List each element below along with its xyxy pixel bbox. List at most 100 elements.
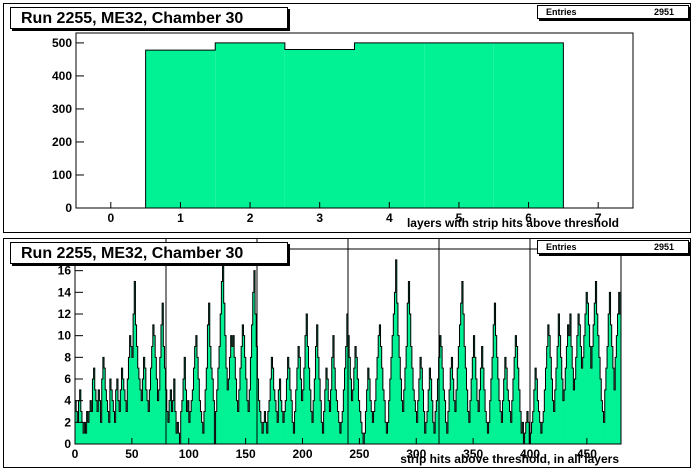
lower-bar	[104, 368, 106, 444]
lower-bar	[602, 411, 604, 444]
lower-bar	[464, 346, 466, 444]
lower-bar	[101, 379, 104, 444]
upper-y-tick-label: 500	[52, 36, 72, 50]
lower-bar	[220, 314, 222, 444]
lower-bar	[605, 368, 608, 444]
lower-bar	[115, 389, 118, 444]
lower-bar	[236, 400, 238, 444]
lower-bar	[275, 411, 278, 444]
lower-bar	[79, 389, 82, 444]
lower-bar	[502, 400, 504, 444]
lower-bar	[572, 368, 574, 444]
upper-x-tick-label: 0	[107, 211, 114, 225]
lower-bar	[208, 303, 211, 444]
lower-bar	[316, 324, 319, 444]
lower-axes-layer: 0 2 4 6 8 10 12 14 16 0 50 100 150 200 250 300 350 400 450	[58, 239, 622, 461]
lower-bar	[475, 379, 478, 444]
lower-bar	[440, 346, 443, 444]
upper-bar	[424, 42, 494, 209]
lower-bar	[567, 324, 570, 444]
lower-bar	[129, 335, 132, 444]
lower-bar	[381, 368, 384, 444]
lower-bar	[337, 411, 340, 444]
lower-bar	[272, 368, 274, 444]
lower-bar	[372, 422, 374, 444]
lower-bar	[156, 379, 158, 444]
upper-chart-title: Run 2255, ME32, Chamber 30	[10, 7, 288, 29]
lower-bar	[535, 368, 537, 444]
lower-bar	[569, 314, 572, 444]
lower-bar	[131, 357, 134, 444]
lower-bar	[492, 357, 494, 444]
lower-bar	[536, 379, 538, 444]
lower-bar	[608, 314, 610, 444]
lower-bar	[530, 433, 532, 444]
lower-bar	[76, 411, 78, 444]
lower-bar	[560, 357, 563, 444]
lower-bars-layer	[74, 259, 622, 445]
lower-bar	[301, 400, 303, 444]
lower-bar	[365, 411, 367, 444]
lower-bar	[117, 400, 120, 444]
lower-bar	[307, 346, 309, 444]
lower-bar	[575, 357, 578, 444]
lower-bar	[418, 379, 421, 444]
lower-bar	[309, 389, 312, 444]
lower-bar	[126, 411, 128, 444]
lower-bar	[183, 379, 185, 444]
lower-bar	[593, 324, 595, 444]
lower-y-tick-label: 2	[64, 415, 71, 429]
lower-bar	[226, 368, 228, 444]
lower-bar	[274, 400, 277, 444]
lower-bar	[356, 357, 358, 444]
lower-bar	[481, 346, 484, 444]
lower-bar	[562, 400, 565, 444]
lower-bar	[143, 357, 146, 444]
upper-stats-entries-value: 2951	[653, 7, 674, 17]
lower-y-tick-label: 0	[64, 437, 71, 451]
lower-bar	[545, 368, 547, 444]
lower-bar	[568, 335, 571, 444]
lower-bar	[300, 379, 302, 444]
lower-bar	[302, 389, 305, 444]
upper-bar	[284, 49, 355, 209]
lower-bar	[537, 400, 539, 444]
lower-bar	[222, 259, 224, 444]
lower-bar	[199, 400, 201, 444]
lower-bar	[453, 400, 456, 444]
lower-bar	[566, 346, 568, 444]
lower-bar	[509, 411, 511, 444]
lower-bar	[332, 335, 335, 444]
lower-bar	[123, 389, 126, 444]
upper-x-tick-label: 6	[525, 211, 532, 225]
upper-axes-layer: 0 100 200 300 400 500 0 1 2 3 4 5 6 7	[52, 32, 634, 225]
lower-bar	[426, 411, 429, 444]
lower-bar	[323, 411, 326, 444]
lower-bar	[190, 411, 192, 444]
lower-bar	[430, 379, 432, 444]
lower-bar	[278, 389, 280, 444]
lower-bar	[128, 357, 130, 444]
lower-bar	[100, 422, 103, 444]
lower-x-tick-label: 200	[292, 447, 312, 461]
lower-bar	[157, 400, 159, 444]
lower-bar	[552, 400, 554, 444]
lower-bar	[531, 422, 534, 444]
lower-bar	[88, 411, 91, 444]
lower-y-tick-label: 10	[58, 329, 72, 343]
lower-bar	[85, 433, 87, 444]
lower-bar	[454, 411, 457, 444]
lower-bar	[158, 389, 161, 444]
lower-bar	[325, 368, 328, 444]
upper-histogram-svg: 0 100 200 300 400 500 0 1 2 3 4 5 6 7 layers with str…	[52, 32, 634, 230]
lower-bar	[409, 314, 412, 444]
lower-bar	[246, 400, 249, 444]
lower-bar	[524, 433, 527, 444]
lower-bar	[248, 411, 250, 444]
lower-bar	[467, 411, 470, 444]
lower-bar	[144, 368, 147, 444]
lower-bar	[614, 389, 616, 444]
lower-bar	[517, 368, 520, 444]
lower-bar	[112, 400, 114, 444]
lower-bar	[525, 422, 528, 444]
